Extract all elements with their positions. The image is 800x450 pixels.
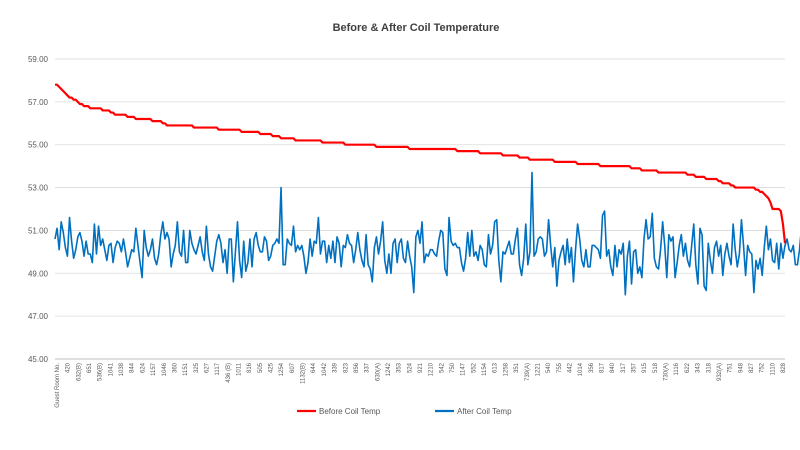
- x-tick-label: 1042: [322, 362, 328, 376]
- x-tick-label: 524: [407, 362, 413, 373]
- x-tick-label: 552: [471, 362, 477, 373]
- x-axis-tick-labels: Guest Room No. 420 632(B) 651 536(B) 1041 1038…: [55, 362, 787, 407]
- x-tick-label: 357: [632, 362, 638, 373]
- x-tick-label: 1210: [429, 362, 435, 376]
- x-tick-label: 360: [172, 362, 178, 373]
- x-tick-label: 632(B): [76, 363, 82, 381]
- series-lines: [54, 83, 800, 296]
- x-tick-label: 536(B): [98, 363, 104, 381]
- x-tick-label: 856: [354, 362, 360, 373]
- y-tick-label: 45.00: [28, 355, 49, 364]
- x-tick-label: 505: [258, 362, 264, 373]
- x-tick-label: 1110: [770, 362, 776, 375]
- x-tick-label: 1014: [578, 362, 584, 376]
- chart-title: Before & After Coil Temperature: [333, 22, 500, 34]
- x-tick-label: 921: [418, 362, 424, 373]
- x-tick-label: 739(A): [525, 363, 531, 381]
- x-tick-label: 752: [760, 362, 766, 373]
- x-tick-label: 1254: [279, 362, 285, 376]
- x-tick-label: 1157: [151, 362, 157, 376]
- x-tick-label: 1046: [162, 362, 168, 376]
- x-tick-label: 948: [738, 362, 744, 373]
- x-tick-label: 915: [642, 362, 648, 373]
- x-tick-label: 1242: [386, 362, 392, 376]
- series-line-before-coil-temp: [55, 83, 787, 244]
- x-tick-label: 353: [397, 362, 403, 373]
- x-tick-label: 622: [685, 362, 691, 373]
- x-tick-label: 630(A): [375, 363, 381, 381]
- x-tick-label: 817: [600, 362, 606, 373]
- x-tick-label: 624: [140, 362, 146, 373]
- y-tick-label: 59.00: [28, 55, 49, 64]
- x-tick-label: 932(A): [717, 363, 723, 381]
- x-tick-label: 644: [311, 362, 317, 373]
- x-tick-label: 343: [696, 362, 702, 373]
- x-tick-label: 1221: [535, 362, 541, 376]
- x-tick-label: 1132(B): [301, 363, 307, 384]
- x-tick-label: 1151: [183, 362, 189, 376]
- x-tick-label: 751: [728, 362, 734, 373]
- x-tick-label: 1147: [461, 362, 467, 376]
- x-tick-label: 755: [557, 362, 563, 373]
- x-tick-label: 823: [343, 362, 349, 373]
- x-tick-label: 356: [589, 362, 595, 373]
- x-tick-label: 844: [130, 362, 136, 373]
- x-tick-label: 420: [66, 362, 72, 373]
- x-tick-label: 840: [610, 362, 616, 373]
- x-tick-label: 542: [439, 362, 445, 373]
- y-tick-label: 49.00: [28, 269, 49, 278]
- x-tick-label: 1041: [108, 362, 114, 376]
- y-tick-label: 47.00: [28, 312, 49, 321]
- x-tick-label: 1154: [482, 362, 488, 376]
- y-tick-label: 55.00: [28, 141, 49, 150]
- x-tick-label: 1116: [674, 362, 680, 375]
- x-tick-label: 1258: [503, 362, 509, 376]
- x-tick-label: 318: [706, 362, 712, 373]
- x-tick-label: 337: [365, 362, 371, 373]
- x-tick-label: 317: [621, 362, 627, 373]
- y-tick-label: 57.00: [28, 98, 49, 107]
- series-line-after-coil-temp: [54, 171, 800, 296]
- legend: Before Coil Temp After Coil Temp: [297, 407, 512, 416]
- x-tick-label: 816: [247, 362, 253, 373]
- x-tick-label: 607: [290, 362, 296, 373]
- x-tick-label: 827: [749, 362, 755, 373]
- x-tick-label: 1038: [119, 362, 125, 376]
- y-tick-label: 51.00: [28, 226, 49, 235]
- x-tick-label: 351: [514, 362, 520, 373]
- legend-label-after-coil-temp: After Coil Temp: [457, 407, 512, 416]
- x-tick-label: 1117: [215, 362, 221, 375]
- x-tick-label: Guest Room No.: [55, 363, 61, 408]
- x-tick-label: 750: [450, 362, 456, 373]
- x-tick-label: 828: [781, 362, 787, 373]
- x-tick-label: 730(A): [664, 363, 670, 381]
- x-tick-label: 425: [269, 362, 275, 373]
- x-tick-label: 436 (B): [226, 363, 232, 383]
- x-tick-label: 339: [333, 362, 339, 373]
- x-tick-label: 651: [87, 362, 93, 373]
- x-tick-label: 613: [493, 362, 499, 373]
- x-tick-label: 627: [204, 362, 210, 373]
- y-axis-tick-labels: 45.00 47.00 49.00 51.00 53.00 55.00 57.00 59.00: [28, 55, 49, 364]
- x-tick-label: 1011: [237, 362, 243, 376]
- x-tick-label: 442: [567, 362, 573, 373]
- x-tick-label: 518: [653, 362, 659, 373]
- y-tick-label: 53.00: [28, 184, 49, 193]
- legend-label-before-coil-temp: Before Coil Temp: [319, 407, 381, 416]
- x-tick-label: 540: [546, 362, 552, 373]
- x-tick-label: 325: [194, 362, 200, 373]
